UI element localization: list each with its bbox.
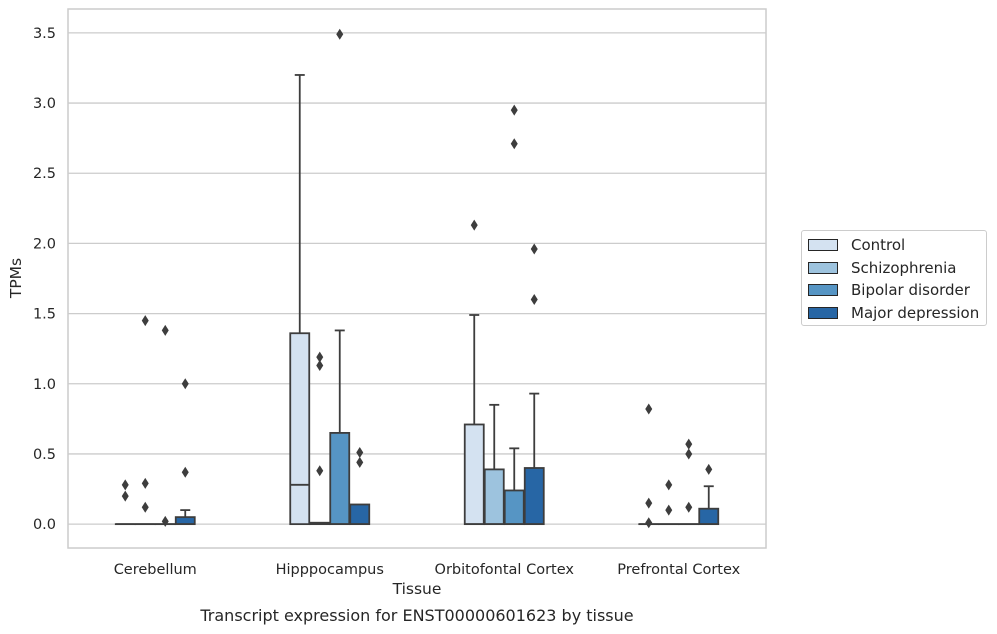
y-axis-label: TPMs xyxy=(7,257,25,299)
legend-item: Major depression xyxy=(808,303,979,323)
box-iqr xyxy=(329,432,351,526)
box-0-3 xyxy=(174,378,196,526)
outlier-point xyxy=(510,104,518,116)
outlier-point xyxy=(510,138,518,150)
legend-label: Control xyxy=(851,236,906,254)
box-0-0 xyxy=(114,479,136,526)
outlier-point xyxy=(356,456,364,468)
x-tick-labels: Cerebellum Hipppocampus Orbitofontal Corte… xyxy=(114,562,741,578)
y-tick-label: 1.0 xyxy=(33,377,56,393)
outlier-point xyxy=(161,324,169,336)
outlier-point xyxy=(121,479,129,491)
box-3-0 xyxy=(638,403,660,529)
box-3-1 xyxy=(658,479,680,526)
y-tick-labels: 0.0 0.5 1.0 1.5 2.0 2.5 3.0 3.5 xyxy=(33,26,56,533)
box-3-2 xyxy=(678,438,700,526)
outlier-point xyxy=(316,360,324,372)
box-1-3 xyxy=(349,447,371,526)
box-iqr xyxy=(483,468,505,526)
legend-label: Bipolar disorder xyxy=(851,281,970,299)
box-iqr xyxy=(174,516,196,526)
outlier-point xyxy=(705,463,713,475)
y-tick-label: 1.5 xyxy=(33,307,56,323)
box-3-3 xyxy=(698,463,720,526)
legend-swatch xyxy=(808,239,838,251)
legend-swatch xyxy=(808,261,838,274)
x-tick-label: Orbitofontal Cortex xyxy=(435,562,575,578)
figure-caption: Transcript expression for ENST0000060162… xyxy=(200,606,634,625)
legend-item: Control xyxy=(808,235,905,255)
outlier-point xyxy=(316,465,324,477)
outlier-point xyxy=(181,378,189,390)
box-0-1 xyxy=(134,315,156,526)
plot-frame xyxy=(67,8,767,549)
legend-item: Schizophrenia xyxy=(808,258,956,278)
outlier-point xyxy=(685,501,693,513)
x-tick-label: Prefrontal Cortex xyxy=(617,562,740,578)
outlier-point xyxy=(530,294,538,306)
box-0-2 xyxy=(154,324,176,527)
y-tick-label: 3.5 xyxy=(33,26,56,42)
box-1-2 xyxy=(329,28,351,526)
outlier-point xyxy=(470,219,478,231)
legend: Control Schizophrenia Bipolar disorder Majo… xyxy=(801,230,987,326)
outlier-point xyxy=(141,501,149,513)
box-iqr xyxy=(463,423,485,526)
outlier-point xyxy=(121,490,129,502)
outlier-point xyxy=(665,504,673,516)
box-2-3 xyxy=(523,243,545,526)
y-tick-label: 2.5 xyxy=(33,166,56,182)
box-2-0 xyxy=(463,219,485,526)
outlier-point xyxy=(141,477,149,489)
outlier-point xyxy=(141,315,149,327)
box-2-1 xyxy=(483,403,505,526)
outlier-point xyxy=(161,515,169,527)
box-2-2 xyxy=(503,104,525,526)
y-tick-label: 2.0 xyxy=(33,236,56,252)
box-1-1 xyxy=(309,351,331,526)
y-tick-label: 0.5 xyxy=(33,447,56,463)
box-iqr xyxy=(698,507,720,526)
legend-swatch xyxy=(808,306,838,319)
outlier-point xyxy=(336,28,344,40)
outlier-point xyxy=(530,243,538,255)
outlier-point xyxy=(645,497,653,509)
outlier-point xyxy=(685,438,693,450)
box-iqr xyxy=(289,332,311,526)
boxes xyxy=(114,28,720,529)
y-tick-label: 0.0 xyxy=(33,517,56,533)
outlier-point xyxy=(181,466,189,478)
box-1-0 xyxy=(289,74,311,526)
legend-label: Schizophrenia xyxy=(851,258,957,277)
legend-swatch xyxy=(808,284,838,296)
x-tick-label: Hipppocampus xyxy=(276,562,384,578)
outlier-point xyxy=(665,479,673,491)
outlier-point xyxy=(685,448,693,460)
outlier-point xyxy=(316,351,324,363)
outlier-point xyxy=(645,403,653,415)
box-iqr xyxy=(349,503,371,526)
box-iqr xyxy=(523,467,545,526)
outlier-point xyxy=(356,447,364,459)
legend-item: Bipolar disorder xyxy=(808,280,970,300)
legend-label: Major depression xyxy=(851,303,980,322)
box-iqr xyxy=(503,489,525,526)
x-tick-label: Cerebellum xyxy=(114,562,197,578)
x-axis-label: Tissue xyxy=(392,580,442,598)
y-tick-label: 3.0 xyxy=(33,96,56,112)
outlier-point xyxy=(645,517,653,529)
